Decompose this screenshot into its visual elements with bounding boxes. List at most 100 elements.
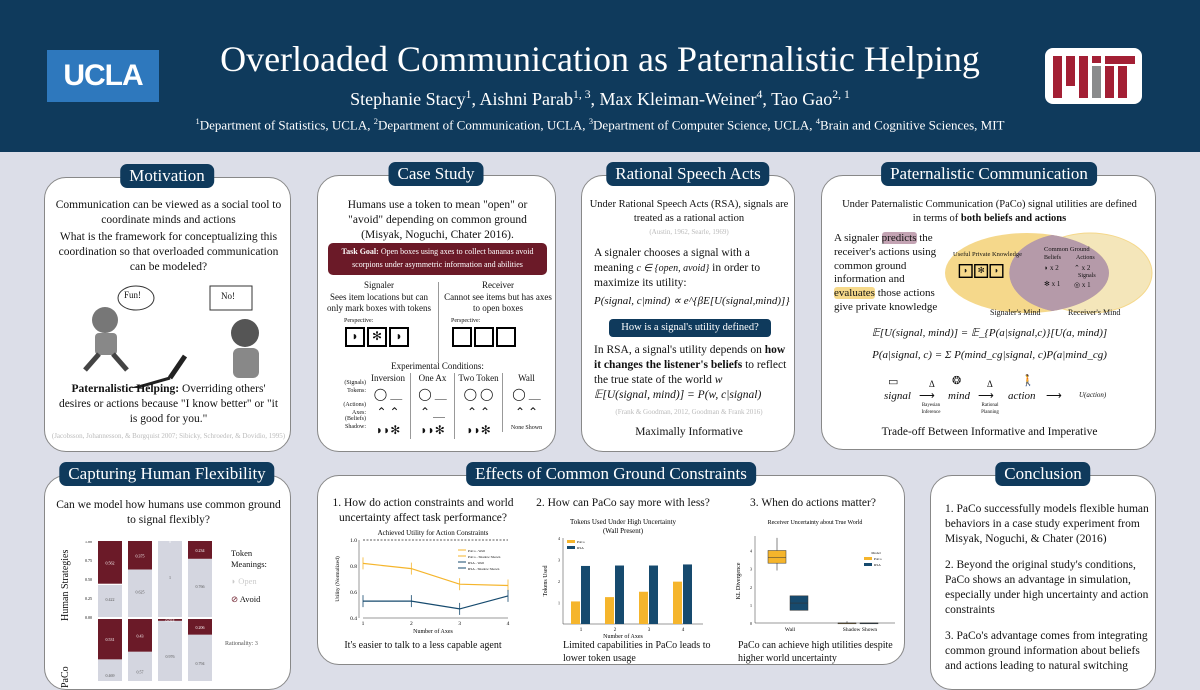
y-axis-label: KL Divergence — [736, 562, 742, 599]
empty-box-icon — [474, 327, 494, 347]
thought-bubble — [117, 285, 155, 311]
legend-swatch — [864, 557, 872, 560]
rsa-meaning-math: c ∈ {open, avoid} — [636, 262, 710, 274]
receiver-boxes — [451, 327, 517, 347]
signaler-perspective-label: Perspective: — [344, 318, 374, 324]
paco-equation-1: 𝔼[U(signal, mind)] = 𝔼_{P(a|signal,c)}[U… — [871, 327, 1108, 339]
y-tick-label: 0.00 — [85, 615, 92, 620]
paco-intro-bold: both beliefs and actions — [960, 212, 1067, 224]
author: Tao Gao — [771, 89, 833, 109]
case-study-panel: Humans use a token to mean "open" or "av… — [317, 175, 556, 452]
flow-signal: signal — [884, 390, 911, 402]
paco-footer: Trade-off Between Informative and Impera… — [881, 426, 1098, 438]
bar-RSA — [615, 565, 624, 624]
bar-value-label: 0.976 — [166, 654, 175, 659]
bar-value-label: 0.766 — [196, 584, 205, 589]
affiliations: 1Department of Statistics, UCLA, 2Depart… — [0, 116, 1200, 133]
paco-panel: Under Paternalistic Communication (PaCo)… — [821, 175, 1156, 450]
token-icon: ◎ — [1074, 281, 1081, 289]
poster-title: Overloaded Communication as Paternalisti… — [220, 39, 980, 79]
condition-two-token: Two Token ◯ ◯ ⌃ ⌃ ◗◗✻ — [454, 373, 502, 439]
receiver-desc: Cannot see items but has axes to open bo… — [444, 291, 552, 314]
scorpion-count: x 1 — [1051, 280, 1061, 288]
bar-value-label: 0.469 — [106, 673, 115, 678]
chart-title: Achieved Utility for Action Constraints — [378, 529, 489, 537]
legend-swatch — [567, 546, 575, 549]
x-tick-label: 2 — [410, 621, 413, 627]
legend-swatch — [567, 540, 575, 543]
banana-icon: ◗ — [389, 327, 409, 347]
minds-venn-diagram — [945, 232, 1153, 314]
chart-title: Receiver Uncertainty about True World — [768, 520, 863, 526]
x-tick-label: Wall — [785, 627, 796, 633]
effects-title: Effects of Common Ground Constraints — [466, 462, 756, 486]
parent-icon — [231, 319, 259, 347]
child-icon — [92, 307, 118, 333]
delta: Δ — [987, 379, 993, 389]
y-tick-label: 1 — [558, 601, 560, 606]
human-row-label: Human Strategies — [60, 549, 71, 621]
paco-row-label: PaCo — [60, 666, 71, 688]
y-tick-label: 1.00 — [85, 541, 92, 544]
rsa-p1-end: in order to maximize its utility: — [594, 261, 761, 289]
avoid-bar — [188, 619, 212, 635]
signaler-boxes: ◗ ✻ ◗ — [344, 327, 410, 347]
open-bar — [128, 569, 152, 617]
legend-open: Open — [238, 576, 257, 586]
speech-bubble-icon: ▭ — [888, 376, 899, 388]
scorpion-icon: ✻ — [367, 327, 387, 347]
legend-title: Token Meanings: — [231, 548, 267, 570]
utility-question: How is a signal's utility defined? — [609, 319, 771, 337]
author: Aishni Parab — [479, 89, 574, 109]
common-ground-label: Common Ground — [1044, 246, 1090, 253]
motivation-p1: Communication can be viewed as a social … — [55, 199, 282, 226]
condition-inversion: Inversion ◯ ＿ ⌃ ⌃ ◗◗✻ — [366, 373, 410, 439]
flow-action: action — [1008, 390, 1036, 402]
rationality-label: Rationality: 3 — [225, 641, 258, 647]
actions-label: Actions — [1076, 255, 1095, 261]
conclusion-item: 3. PaCo's advantage comes from integrati… — [945, 630, 1148, 672]
rsa-footer: Maximally Informative — [635, 426, 743, 438]
x-tick-label: 4 — [507, 621, 510, 627]
author-sup: 1, 3 — [573, 88, 591, 101]
bar-value-label: 0.562 — [106, 560, 115, 565]
rsa-p1: A signaler chooses a signal with a meani… — [594, 247, 750, 274]
effects-c1: It's easier to talk to a less capable ag… — [344, 640, 502, 651]
paternalistic-helping-illustration — [83, 285, 259, 388]
y-tick-label: 2 — [750, 585, 752, 590]
legend-label: RSA — [577, 546, 584, 550]
y-axis-label: Tokens Used — [543, 565, 549, 596]
effects-q3: 3. When do actions matter? — [750, 497, 876, 509]
rsa-p2-end: to reflect the true state of the world — [594, 358, 787, 386]
x-tick-label: 2 — [614, 628, 617, 633]
flex-title: Capturing Human Flexibility — [59, 462, 275, 486]
scorpion-icon: ✻ — [1044, 280, 1050, 288]
bar-value-label: 0.206 — [196, 625, 205, 630]
receiver-label: Receiver — [482, 280, 514, 290]
arrow-icon: ⟶ — [978, 390, 994, 402]
paco-side-text: the receiver's actions using common grou… — [834, 232, 937, 286]
legend-label: PaCo — [577, 540, 585, 544]
rsa-citation-1: (Austin, 1962, Searle, 1969) — [649, 228, 729, 236]
author: Stephanie Stacy — [350, 89, 466, 109]
empty-box-icon — [496, 327, 516, 347]
y-axis-label: Utility (Normalized) — [334, 556, 341, 602]
bar-RSA — [649, 565, 658, 624]
task-goal-label: Task Goal: — [341, 247, 379, 256]
avoid-legend-icon: ⊘ — [231, 594, 239, 604]
series-line-PaCo - Wall — [362, 562, 509, 587]
open-bar — [188, 634, 212, 681]
tokens-bar-chart: Tokens Used Under High Uncertainty(Wall … — [543, 518, 703, 640]
predicts-highlight: predicts — [881, 232, 917, 244]
rsa-p2-bold: how it changes the listener's beliefs — [594, 344, 786, 371]
affiliation: Brain and Cognitive Sciences, MIT — [820, 117, 1005, 133]
rsa-citation-2: (Frank & Goodman, 2012, Goodman & Frank … — [615, 408, 763, 416]
bubble-no: No! — [221, 291, 235, 301]
box-PaCo — [767, 550, 787, 564]
token-meaning-chart: 0.00 0.25 0.50 0.75 1.00 0.422 0.562 0.625 0.375… — [85, 541, 212, 681]
affiliation: Department of Communication, UCLA, — [377, 117, 589, 133]
row-labels: (Signals) Tokens: (Actions) Axes: (Belie… — [332, 380, 366, 431]
y-tick-label: 0.4 — [350, 616, 357, 622]
signaler-col: Signaler Sees item locations but can only… — [322, 280, 436, 315]
arrow-icon: ⟶ — [1046, 390, 1062, 402]
